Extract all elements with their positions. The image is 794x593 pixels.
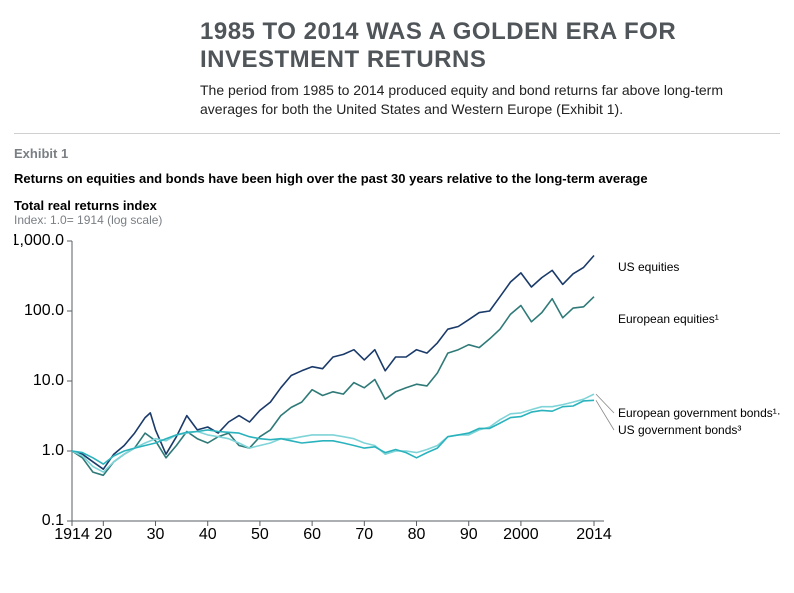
series-eu_bonds	[72, 394, 594, 472]
series-eu_equities	[72, 297, 594, 476]
series-label-us_equities: US equities	[618, 260, 679, 274]
x-tick-label: 2000	[503, 526, 539, 543]
y-tick-label: 1.0	[42, 442, 64, 459]
y-tick-label: 1,000.0	[14, 232, 64, 249]
x-tick-label: 50	[251, 526, 269, 543]
x-tick-label: 1914	[54, 526, 90, 543]
chart-subtitle: Index: 1.0= 1914 (log scale)	[14, 213, 780, 227]
page-title: 1985 TO 2014 WAS A GOLDEN ERA FOR INVEST…	[200, 18, 764, 73]
y-tick-label: 10.0	[33, 372, 64, 389]
returns-line-chart: 0.11.010.0100.01,000.0191420304050607080…	[14, 231, 780, 561]
y-tick-label: 100.0	[24, 302, 64, 319]
x-tick-label: 80	[408, 526, 426, 543]
series-label-eu_equities: European equities¹	[618, 312, 719, 326]
x-tick-label: 20	[94, 526, 112, 543]
exhibit-caption: Returns on equities and bonds have been …	[14, 171, 780, 186]
series-label-us_bonds: US government bonds³	[618, 423, 741, 437]
page-subtitle: The period from 1985 to 2014 produced eq…	[200, 81, 760, 119]
exhibit-label: Exhibit 1	[14, 146, 780, 161]
x-tick-label: 30	[147, 526, 165, 543]
series-us_bonds	[72, 400, 594, 464]
series-label-eu_bonds: European government bonds¹·²	[618, 406, 780, 420]
x-tick-label: 2014	[576, 526, 612, 543]
x-tick-label: 90	[460, 526, 478, 543]
x-tick-label: 40	[199, 526, 217, 543]
x-tick-label: 70	[355, 526, 373, 543]
chart-title: Total real returns index	[14, 198, 780, 213]
x-tick-label: 60	[303, 526, 321, 543]
